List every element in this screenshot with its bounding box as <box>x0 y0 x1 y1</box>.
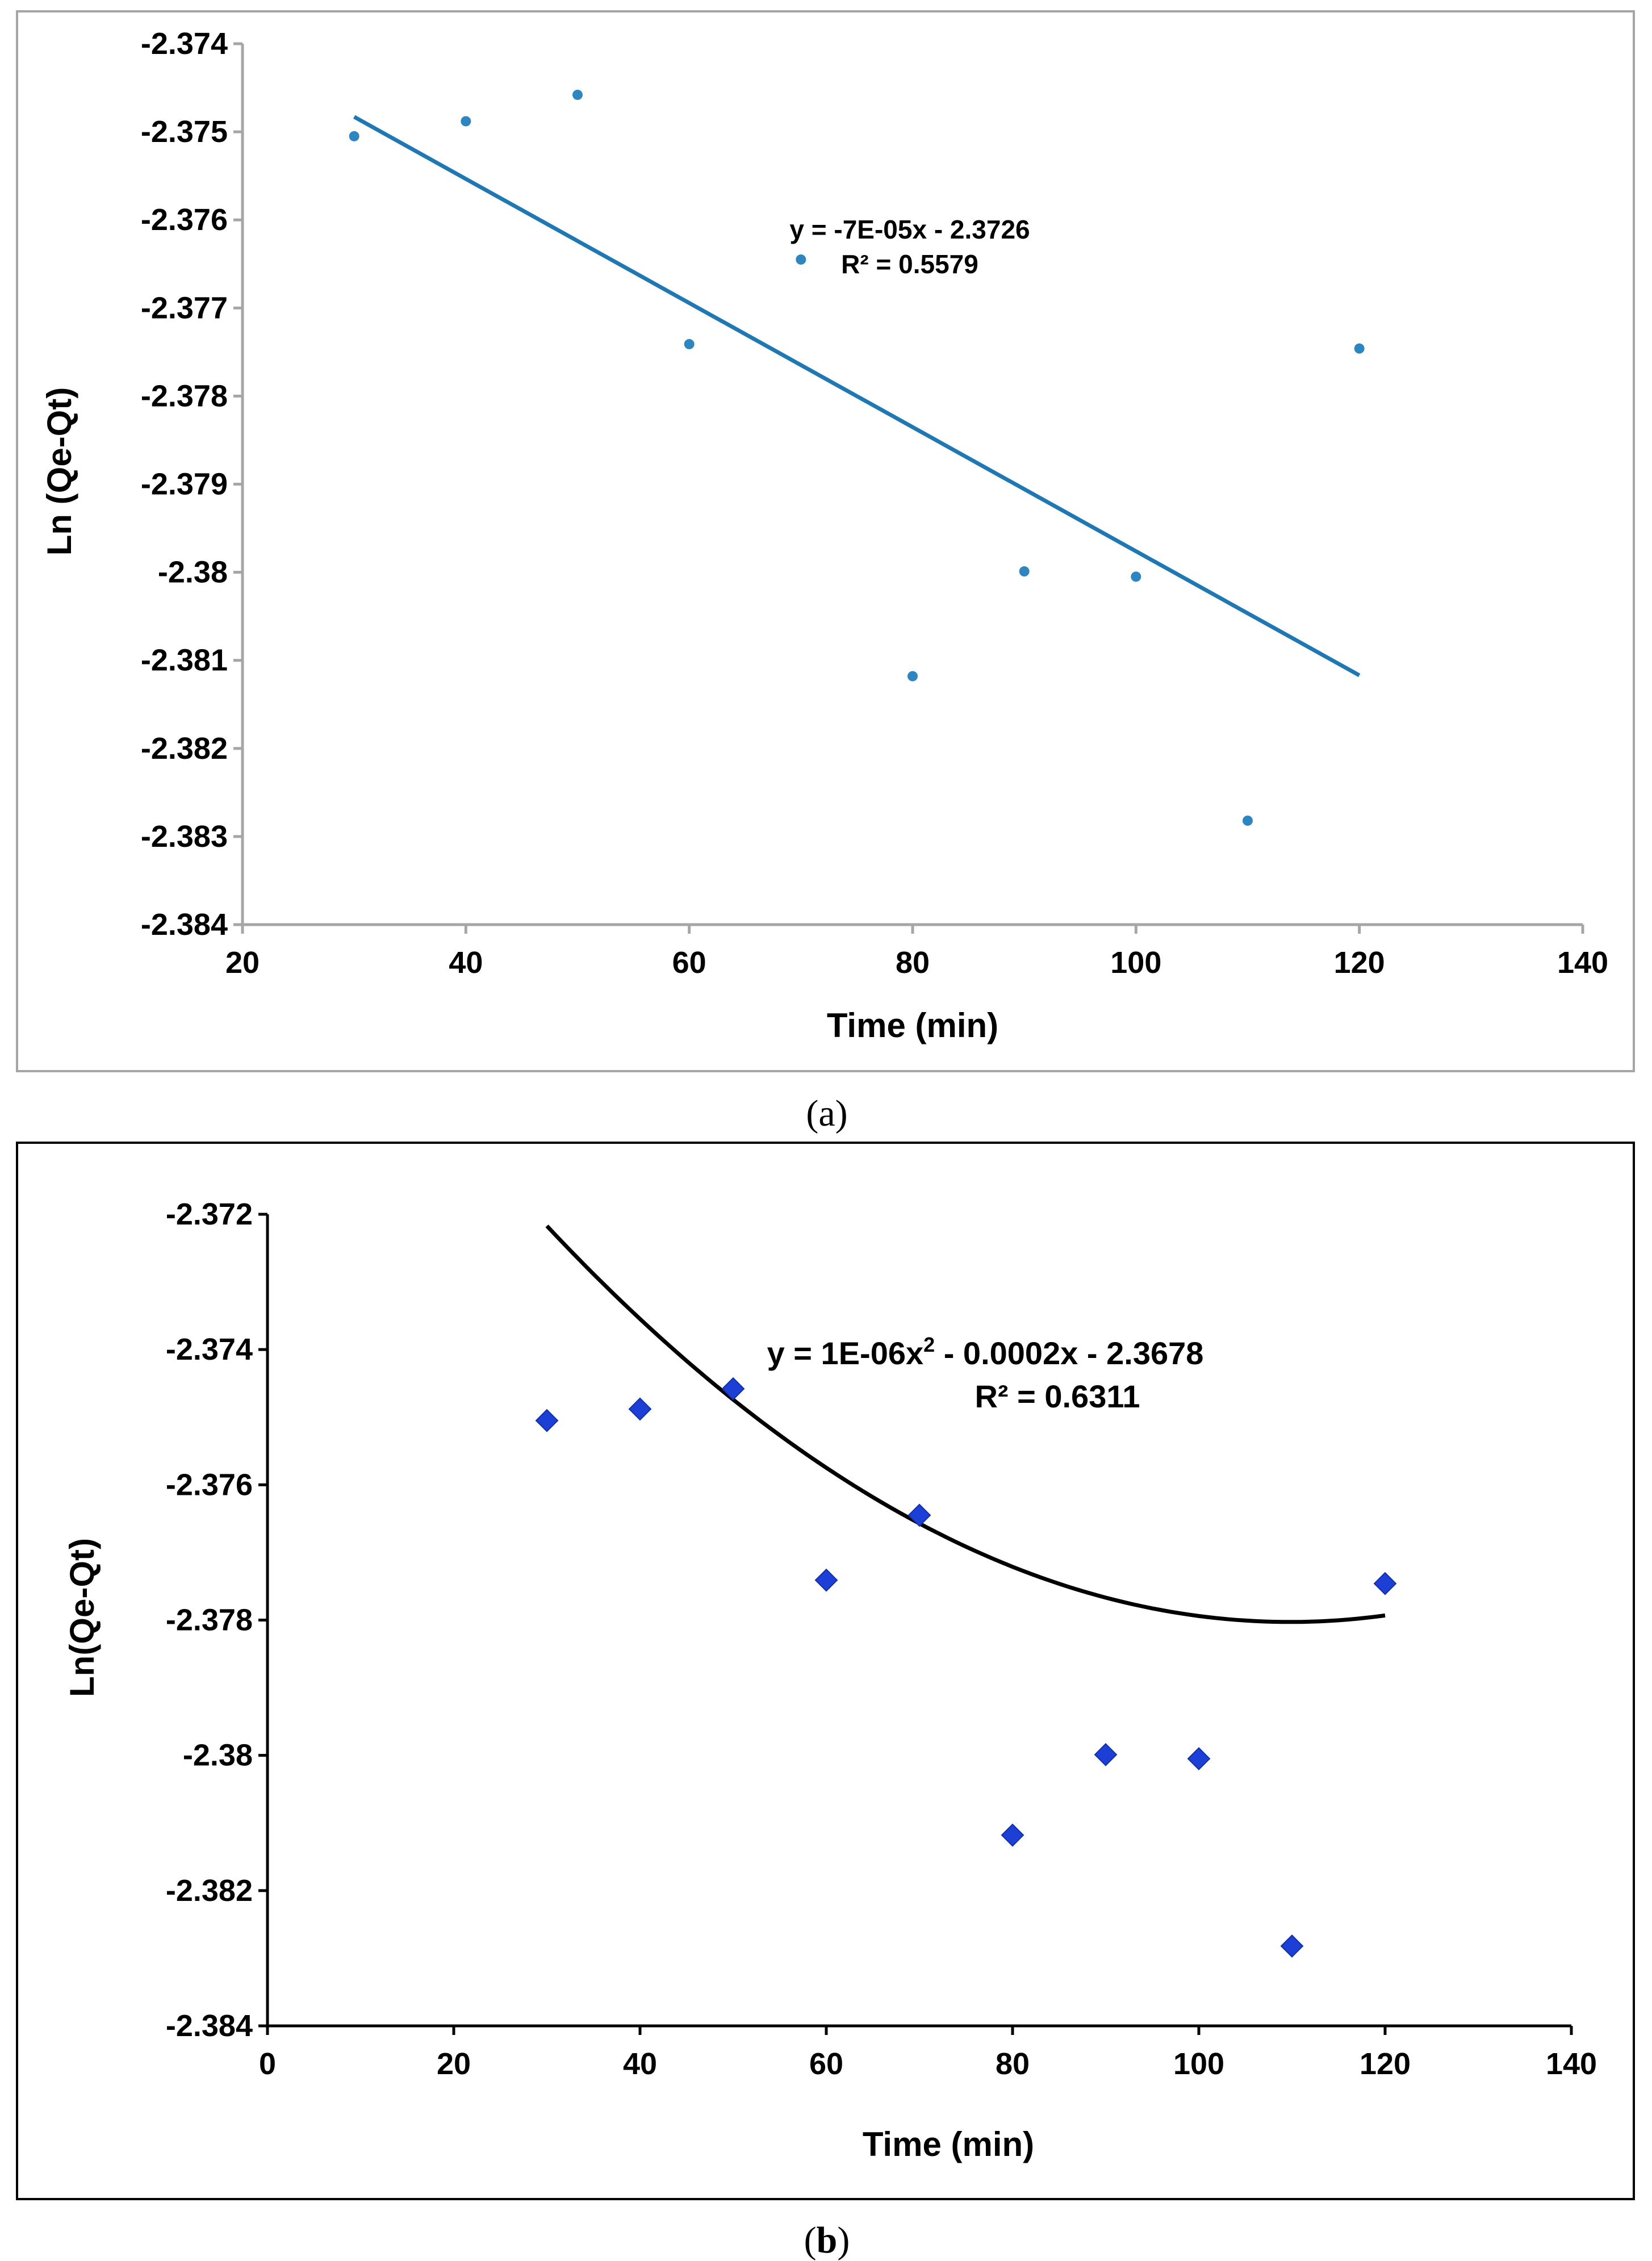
chart-a-y-tick-label: -2.384 <box>141 908 228 942</box>
chart-b-data-point <box>814 1568 838 1592</box>
chart-b-y-tick-label: -2.38 <box>183 1738 253 1773</box>
chart-a-data-point <box>1354 343 1365 354</box>
chart-b-y-tick-label: -2.376 <box>166 1468 253 1502</box>
chart-b-x-tick-label: 60 <box>809 2047 843 2081</box>
chart-a-y-tick-label: -2.383 <box>141 820 228 854</box>
chart-a-x-tick-label: 40 <box>449 946 483 980</box>
chart-b-data-point <box>628 1397 652 1421</box>
chart-b-x-tick-label: 20 <box>437 2047 471 2081</box>
chart-b-r-squared: R² = 0.6311 <box>975 1378 1140 1414</box>
chart-a-y-tick-label: -2.38 <box>158 555 228 590</box>
chart-a-y-axis-title: Ln (Qe-Qt) <box>40 387 78 556</box>
chart-a-data-point <box>461 116 471 127</box>
chart-b-data-point <box>721 1377 745 1401</box>
chart-b-x-tick-label: 0 <box>259 2047 276 2081</box>
chart-a-x-axis-title: Time (min) <box>827 1006 998 1044</box>
chart-a-x-tick-label: 140 <box>1557 946 1608 980</box>
chart-b-y-tick-label: -2.382 <box>166 1874 253 1908</box>
chart-b-y-tick-label: -2.378 <box>166 1603 253 1637</box>
chart-b-data-point <box>1373 1572 1397 1595</box>
chart-a-data-point <box>1131 571 1141 582</box>
chart-a-y-tick-label: -2.382 <box>141 732 228 766</box>
chart-a-x-tick-label: 60 <box>672 946 706 980</box>
chart-b-data-point <box>535 1409 559 1432</box>
chart-a-y-tick-label: -2.377 <box>141 291 228 325</box>
chart-b-x-tick-label: 40 <box>623 2047 657 2081</box>
panel-a-frame <box>16 10 1635 1072</box>
chart-b-data-point <box>1001 1823 1024 1847</box>
chart-a-y-tick-label: -2.375 <box>141 115 228 149</box>
chart-a-data-point <box>349 131 359 141</box>
chart-b-y-axis-title: Ln(Qe-Qt) <box>63 1538 101 1697</box>
chart-b-x-tick-label: 140 <box>1546 2047 1597 2081</box>
caption-a: (a) <box>806 1093 847 1134</box>
chart-a-x-tick-label: 20 <box>225 946 260 980</box>
chart-a-x-tick-label: 80 <box>896 946 930 980</box>
chart-b-data-point <box>1094 1743 1118 1766</box>
chart-a-data-point <box>684 338 695 349</box>
chart-a-trendline <box>353 115 1361 678</box>
chart-a-x-tick-label: 120 <box>1334 946 1385 980</box>
chart-b-data-point <box>907 1503 931 1527</box>
chart-a-data-point <box>572 89 583 100</box>
chart-a-data-point <box>1019 566 1030 577</box>
chart-a-data-point <box>1243 815 1253 826</box>
chart-a-y-tick-label: -2.374 <box>141 27 228 61</box>
chart-a-y-tick-label: -2.381 <box>141 643 228 678</box>
chart-b-y-tick-label: -2.372 <box>166 1197 253 1231</box>
chart-b-equation: y = 1E-06x2 - 0.0002x - 2.3678 <box>767 1333 1204 1371</box>
chart-a-y-tick-label: -2.376 <box>141 203 228 237</box>
chart-a-y-tick-label: -2.379 <box>141 467 228 501</box>
caption-b: (b) <box>804 2220 850 2261</box>
chart-a-y-tick-label: -2.378 <box>141 379 228 413</box>
chart-b-x-tick-label: 120 <box>1360 2047 1411 2081</box>
chart-b-trendline <box>545 1224 1386 1624</box>
chart-a-equation: y = -7E-05x - 2.3726 <box>789 215 1030 244</box>
chart-a-r-squared: R² = 0.5579 <box>841 249 978 279</box>
chart-a-data-point <box>907 671 918 682</box>
chart-b-x-axis-title: Time (min) <box>863 2125 1034 2163</box>
chart-a-x-tick-label: 100 <box>1110 946 1161 980</box>
chart-a-data-point <box>796 254 806 265</box>
chart-b-y-tick-label: -2.384 <box>166 2009 253 2043</box>
chart-b-y-tick-label: -2.374 <box>166 1332 253 1366</box>
chart-b-x-tick-label: 100 <box>1173 2047 1224 2081</box>
chart-b-data-point <box>1280 1934 1304 1958</box>
chart-a: -2.374 -2.375 -2.376 -2.377 -2.378 -2.379 -2.3… <box>40 27 1608 1044</box>
chart-b-x-tick-label: 80 <box>996 2047 1030 2081</box>
chart-b-data-point <box>1187 1747 1211 1771</box>
panel-b-frame <box>16 1142 1635 2200</box>
chart-b: -2.372 -2.374 -2.376 -2.378 -2.38 -2.382 -2.38… <box>63 1197 1597 2163</box>
